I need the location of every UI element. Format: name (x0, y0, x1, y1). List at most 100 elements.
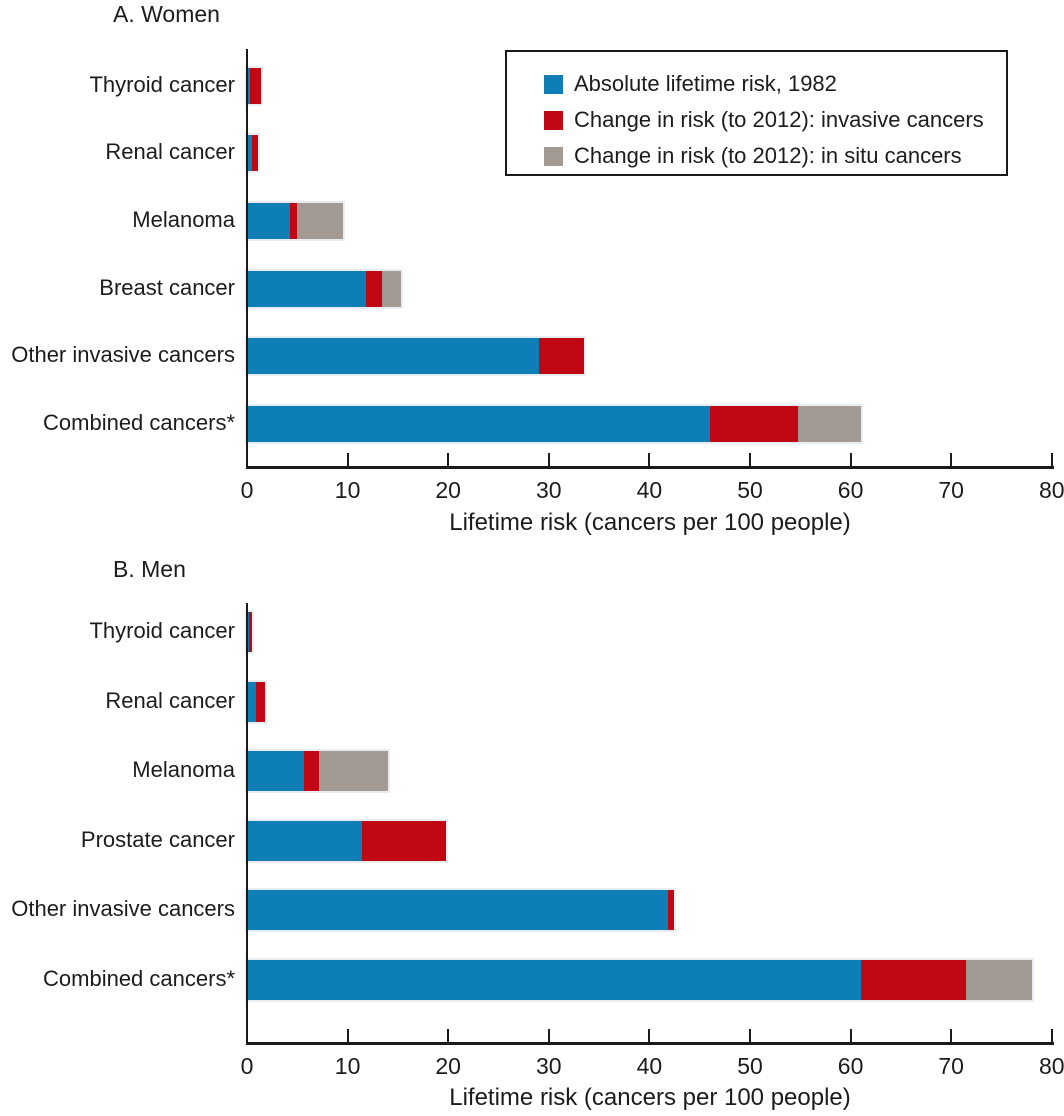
category-label: Other invasive cancers (11, 896, 235, 922)
category-label: Thyroid cancer (89, 618, 235, 643)
bar-segment-blue (247, 67, 251, 104)
legend-item-absolute-risk: Absolute lifetime risk, 1982 (544, 71, 1006, 97)
bar-segment-blue (247, 203, 291, 239)
bar-segment-blue (247, 681, 257, 722)
category-label: Melanoma (132, 207, 235, 232)
panel-title-women: A. Women (113, 1, 220, 27)
x-axis-line (245, 1042, 1055, 1045)
bar-segment-blue (247, 612, 249, 652)
x-axis-tick-label: 70 (938, 477, 964, 503)
x-axis-tick-label: 0 (240, 1053, 254, 1079)
bar-segment-red (256, 681, 266, 722)
category-label: Thyroid cancer (89, 71, 235, 97)
bar-segment-blue (247, 960, 861, 1000)
category-label: Combined cancers* (43, 966, 235, 991)
bar-row (247, 338, 584, 375)
x-axis-tick-label: 30 (536, 1053, 562, 1079)
bar-row (247, 135, 259, 172)
bar-segment-red (860, 960, 967, 1000)
bar-segment-gray (381, 270, 401, 307)
x-axis-tick (547, 453, 550, 466)
x-axis-tick-label: 10 (334, 1053, 361, 1079)
legend-box: Absolute lifetime risk, 1982 Change in r… (505, 50, 1008, 176)
x-axis-tick-label: 50 (737, 477, 763, 503)
bar-segment-red (304, 751, 320, 792)
category-label: Melanoma (132, 757, 235, 783)
x-axis-tick (849, 1029, 852, 1042)
bar-segment-blue (247, 135, 253, 172)
x-axis-tick-label: 20 (435, 477, 461, 503)
x-axis-label-women: Lifetime risk (cancers per 100 people) (449, 509, 851, 536)
legend-swatch-blue (544, 74, 563, 94)
x-axis-tick (749, 453, 751, 466)
x-axis-label-men: Lifetime risk (cancers per 100 people) (449, 1084, 851, 1111)
x-axis-tick (749, 1029, 751, 1042)
x-axis-line (245, 466, 1055, 469)
bar-row (247, 270, 401, 307)
x-axis-tick (346, 453, 349, 466)
bar-row (247, 612, 253, 652)
x-axis-tick-label: 80 (1039, 1053, 1064, 1079)
bar-segment-red (365, 270, 382, 307)
bar-row (247, 681, 266, 722)
legend-swatch-red (544, 110, 563, 130)
category-label: Prostate cancer (80, 826, 235, 852)
x-axis-tick-label: 60 (837, 477, 864, 503)
x-axis-tick-label: 30 (536, 477, 562, 503)
x-axis-tick-label: 0 (240, 477, 254, 503)
x-axis-tick-label: 40 (636, 477, 663, 503)
x-axis-tick (447, 453, 450, 466)
bar-segment-red (361, 820, 447, 861)
x-axis-tick (547, 1029, 550, 1042)
y-axis-line (245, 49, 248, 469)
category-label: Renal cancer (105, 139, 235, 165)
bar-segment-red (250, 67, 262, 104)
x-axis-tick (447, 1029, 450, 1042)
bar-segment-gray (319, 751, 388, 792)
bar-segment-red (667, 890, 674, 931)
bar-segment-red (290, 203, 298, 239)
category-label: Breast cancer (99, 274, 235, 300)
category-label: Renal cancer (105, 687, 235, 713)
legend-item-invasive-change: Change in risk (to 2012): invasive cance… (544, 107, 1006, 133)
bar-segment-blue (247, 820, 362, 861)
bar-row (247, 751, 388, 792)
bar-segment-red (538, 338, 584, 375)
x-axis-tick-label: 50 (737, 1053, 763, 1079)
category-label: Combined cancers* (43, 409, 235, 435)
bar-segment-red (709, 405, 799, 442)
bar-segment-gray (966, 960, 1032, 1000)
x-axis-tick (1050, 453, 1053, 466)
bar-row (247, 890, 674, 931)
x-axis-tick (346, 1029, 349, 1042)
bar-row (247, 67, 262, 104)
category-label: Other invasive cancers (11, 342, 235, 368)
x-axis-tick (648, 453, 651, 466)
bar-segment-blue (247, 405, 710, 442)
x-axis-tick (950, 1029, 953, 1042)
x-axis-tick (1050, 1029, 1053, 1042)
x-axis-tick-label: 70 (938, 1053, 964, 1079)
bar-segment-red (249, 612, 253, 652)
bar-row (247, 960, 1032, 1000)
x-axis-tick-label: 40 (636, 1053, 663, 1079)
legend-label: Change in risk (to 2012): in situ cancer… (574, 143, 962, 168)
bar-segment-red (252, 135, 259, 172)
bar-segment-blue (247, 751, 305, 792)
x-axis-tick (648, 1029, 651, 1042)
panel-title-men: B. Men (113, 556, 186, 582)
x-axis-tick-label: 60 (837, 1053, 864, 1079)
bar-segment-gray (297, 203, 343, 239)
bar-row (247, 203, 343, 239)
legend-label: Change in risk (to 2012): invasive cance… (574, 107, 984, 132)
legend-swatch-gray (544, 146, 563, 166)
bar-segment-blue (247, 338, 539, 375)
bar-row (247, 405, 861, 442)
bar-segment-blue (247, 270, 366, 307)
legend-item-insitu-change: Change in risk (to 2012): in situ cancer… (544, 143, 1006, 169)
x-axis-tick-label: 10 (334, 477, 361, 503)
y-axis-line (245, 603, 248, 1045)
